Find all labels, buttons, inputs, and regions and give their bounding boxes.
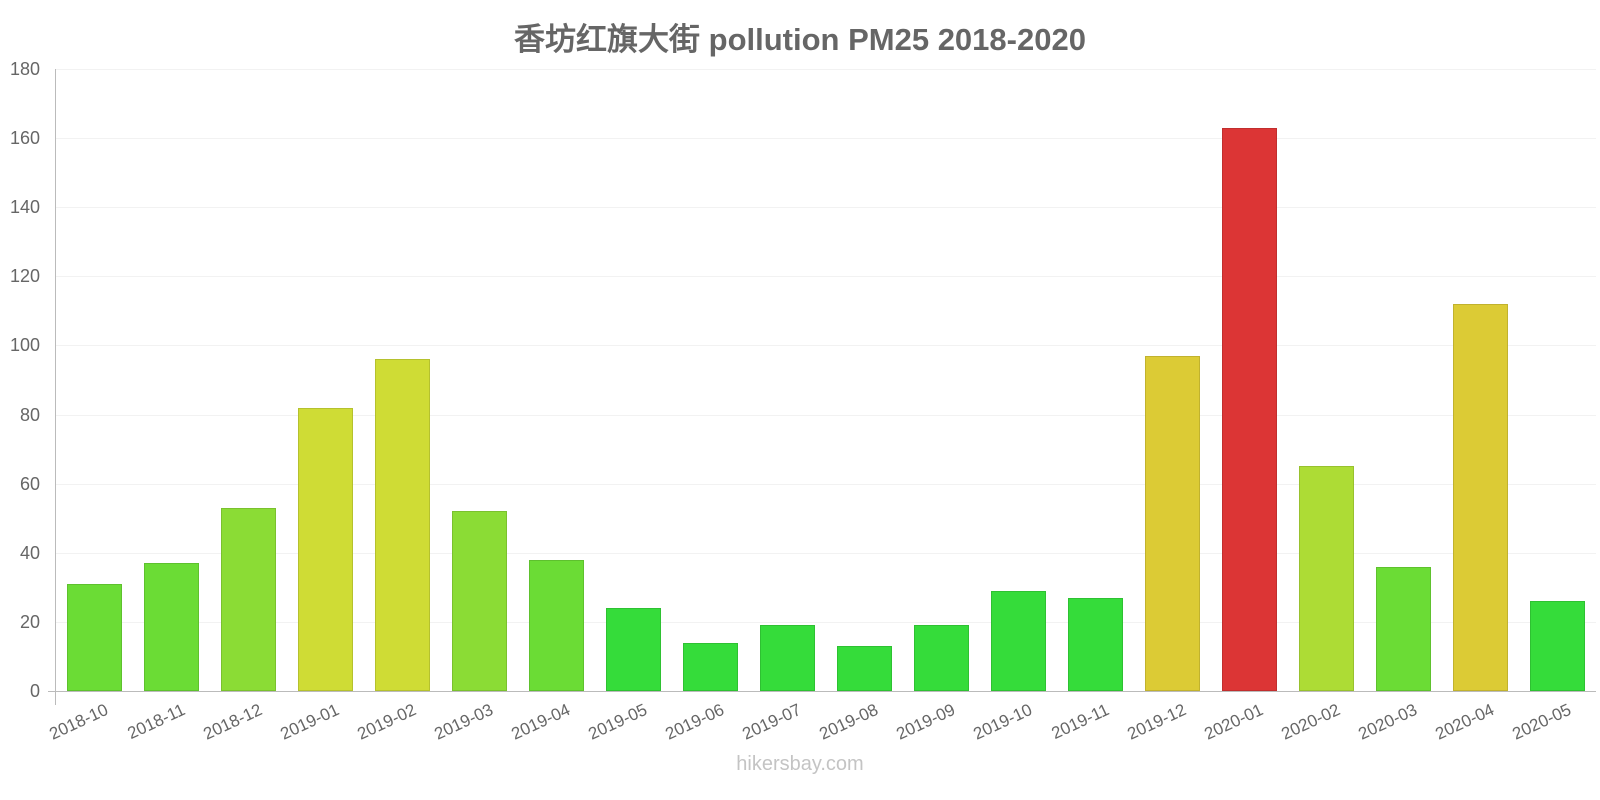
y-tick-label: 120 bbox=[9, 266, 40, 287]
y-tick-label: 0 bbox=[29, 681, 40, 701]
plot-area bbox=[56, 69, 1596, 691]
x-axis-line bbox=[48, 691, 1596, 692]
bar-2019-09[interactable] bbox=[914, 625, 969, 691]
gridline bbox=[56, 207, 1596, 209]
bar-2019-06[interactable] bbox=[683, 642, 738, 691]
y-tick-label: 40 bbox=[19, 542, 40, 563]
bar-2020-04[interactable] bbox=[1453, 303, 1508, 691]
bar-2018-10[interactable] bbox=[67, 583, 122, 691]
bar-2020-03[interactable] bbox=[1376, 566, 1431, 691]
bar-2019-03[interactable] bbox=[452, 511, 507, 691]
bar-2019-04[interactable] bbox=[529, 559, 584, 691]
bar-2019-11[interactable] bbox=[1068, 597, 1123, 691]
bar-2019-01[interactable] bbox=[298, 407, 353, 691]
gridline bbox=[56, 552, 1596, 554]
chart-title: 香坊红旗大街 pollution PM25 2018-2020 bbox=[514, 22, 1086, 57]
bar-2019-02[interactable] bbox=[375, 359, 430, 691]
gridline bbox=[56, 345, 1596, 347]
gridline bbox=[56, 138, 1596, 140]
gridline bbox=[56, 414, 1596, 416]
bar-2019-08[interactable] bbox=[837, 646, 892, 691]
y-tick-label: 100 bbox=[9, 335, 40, 356]
bar-2019-05[interactable] bbox=[606, 608, 661, 691]
bar-2020-02[interactable] bbox=[1299, 466, 1354, 691]
watermark: hikersbay.com bbox=[736, 753, 864, 775]
y-tick-label: 160 bbox=[9, 128, 40, 149]
bar-2019-10[interactable] bbox=[991, 590, 1046, 691]
bar-2020-05[interactable] bbox=[1530, 601, 1585, 691]
y-tick-label: 80 bbox=[19, 404, 40, 425]
gridline bbox=[56, 69, 1596, 70]
y-tick-label: 20 bbox=[19, 611, 40, 632]
y-tick-label: 180 bbox=[9, 59, 40, 79]
gridline bbox=[56, 276, 1596, 278]
bar-2019-07[interactable] bbox=[760, 625, 815, 691]
y-tick-label: 140 bbox=[9, 197, 40, 218]
gridline bbox=[56, 483, 1596, 485]
y-tick-label: 60 bbox=[19, 473, 40, 494]
bar-2018-11[interactable] bbox=[144, 563, 199, 691]
bar-2020-01[interactable] bbox=[1222, 127, 1277, 691]
bar-2019-12[interactable] bbox=[1145, 355, 1200, 691]
y-axis-line bbox=[55, 69, 56, 705]
bar-2018-12[interactable] bbox=[221, 507, 276, 691]
gridline bbox=[56, 621, 1596, 623]
